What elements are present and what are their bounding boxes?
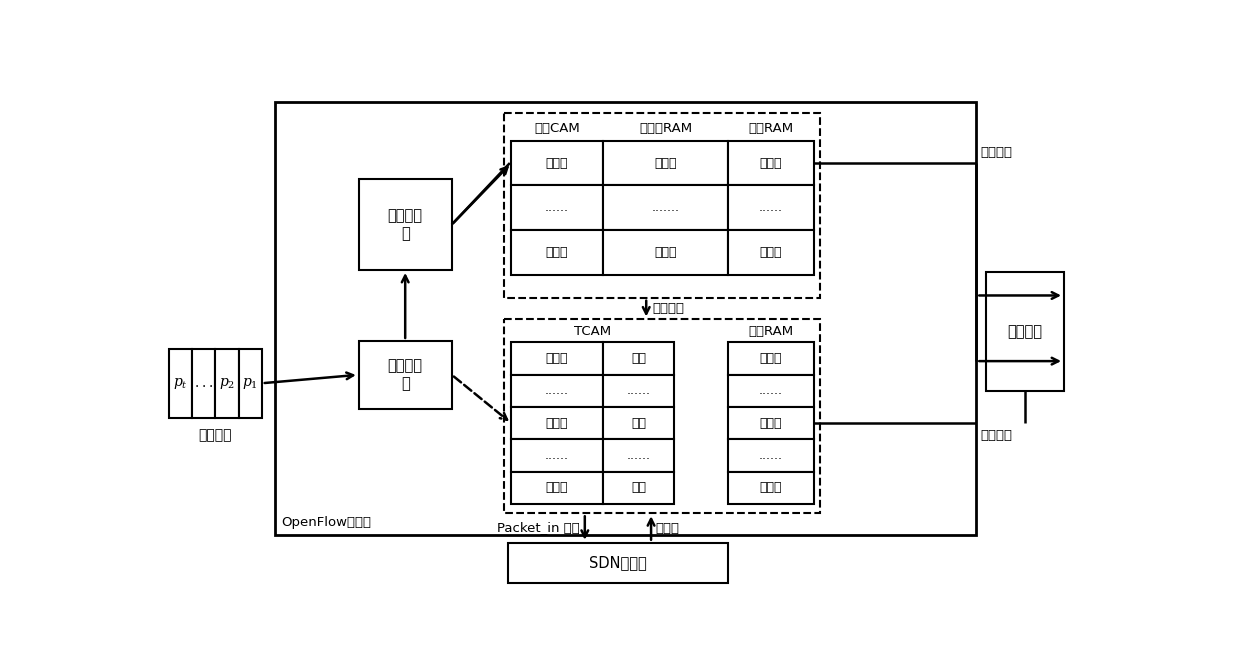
Bar — [275, 102, 976, 535]
Bar — [729, 407, 814, 439]
Bar — [729, 185, 814, 230]
Bar — [512, 472, 603, 504]
Bar — [192, 349, 216, 418]
Bar — [216, 349, 239, 418]
Bar — [729, 375, 814, 407]
Bar — [503, 113, 820, 298]
Text: 掩码: 掩码 — [631, 352, 646, 365]
Text: OpenFlow交换机: OpenFlow交换机 — [281, 516, 372, 529]
Text: .......: ....... — [652, 201, 680, 214]
Bar — [603, 230, 729, 275]
Text: 执行动作: 执行动作 — [1007, 324, 1043, 339]
Text: 关键字: 关键字 — [654, 246, 676, 259]
Bar — [239, 349, 261, 418]
Text: 签名值: 签名值 — [546, 246, 569, 259]
Text: 动作集: 动作集 — [760, 417, 782, 430]
Text: 关键字RAM: 关键字RAM — [639, 122, 693, 135]
Text: TCAM: TCAM — [574, 325, 611, 338]
Text: 动作集: 动作集 — [760, 157, 782, 169]
Text: 生成签名
值: 生成签名 值 — [388, 208, 422, 241]
Text: 数据分组: 数据分组 — [198, 428, 232, 442]
Text: 匹配域: 匹配域 — [546, 417, 569, 430]
Bar — [512, 185, 603, 230]
Bar — [729, 343, 814, 375]
Text: 转发RAM: 转发RAM — [748, 325, 793, 338]
Text: SDN控制器: SDN控制器 — [589, 555, 647, 570]
Bar — [603, 343, 674, 375]
Text: 动作集: 动作集 — [760, 352, 782, 365]
Bar — [603, 140, 729, 185]
Text: 掩码: 掩码 — [631, 417, 646, 430]
Text: Packet_in 消息: Packet_in 消息 — [497, 521, 580, 534]
Text: ......: ...... — [545, 384, 569, 397]
Text: 预测失败: 预测失败 — [653, 302, 684, 315]
Text: 动作集: 动作集 — [760, 246, 782, 259]
Text: 提取关键
字: 提取关键 字 — [388, 359, 422, 391]
Bar — [512, 230, 603, 275]
Bar — [603, 472, 674, 504]
Text: 动作集: 动作集 — [760, 481, 782, 495]
Bar — [169, 349, 192, 418]
Text: ......: ...... — [627, 449, 650, 462]
Text: ......: ...... — [760, 384, 783, 397]
Bar — [512, 140, 603, 185]
Bar — [503, 319, 820, 513]
Text: $p_2$: $p_2$ — [219, 376, 235, 390]
Text: $p_t$: $p_t$ — [173, 376, 188, 390]
Text: ......: ...... — [760, 201, 783, 214]
Text: 掩码: 掩码 — [631, 481, 646, 495]
Text: 匹配域: 匹配域 — [546, 352, 569, 365]
Text: 关键字: 关键字 — [654, 157, 676, 169]
Bar — [729, 472, 814, 504]
Text: 预测成功: 预测成功 — [980, 146, 1012, 159]
Bar — [512, 343, 603, 375]
Text: ......: ...... — [760, 449, 783, 462]
Text: ......: ...... — [627, 384, 650, 397]
Bar — [512, 407, 603, 439]
Bar — [603, 375, 674, 407]
Text: ......: ...... — [545, 449, 569, 462]
Bar — [508, 543, 729, 583]
Bar — [512, 375, 603, 407]
Text: $p_1$: $p_1$ — [243, 376, 258, 390]
Text: ......: ...... — [545, 201, 569, 214]
Text: 签名值: 签名值 — [546, 157, 569, 169]
Text: 匹配域: 匹配域 — [546, 481, 569, 495]
Text: 新规则: 新规则 — [655, 521, 680, 534]
Bar — [603, 185, 729, 230]
Bar — [986, 271, 1064, 391]
Bar — [729, 140, 814, 185]
Bar — [359, 341, 452, 409]
Text: 转发RAM: 转发RAM — [748, 122, 793, 135]
Bar — [512, 439, 603, 472]
Bar — [359, 179, 452, 270]
Text: $...$: $...$ — [195, 376, 213, 390]
Text: 匹配成功: 匹配成功 — [980, 429, 1012, 442]
Bar — [729, 230, 814, 275]
Bar — [603, 407, 674, 439]
Bar — [603, 439, 674, 472]
Bar — [729, 439, 814, 472]
Text: 签名CAM: 签名CAM — [534, 122, 580, 135]
